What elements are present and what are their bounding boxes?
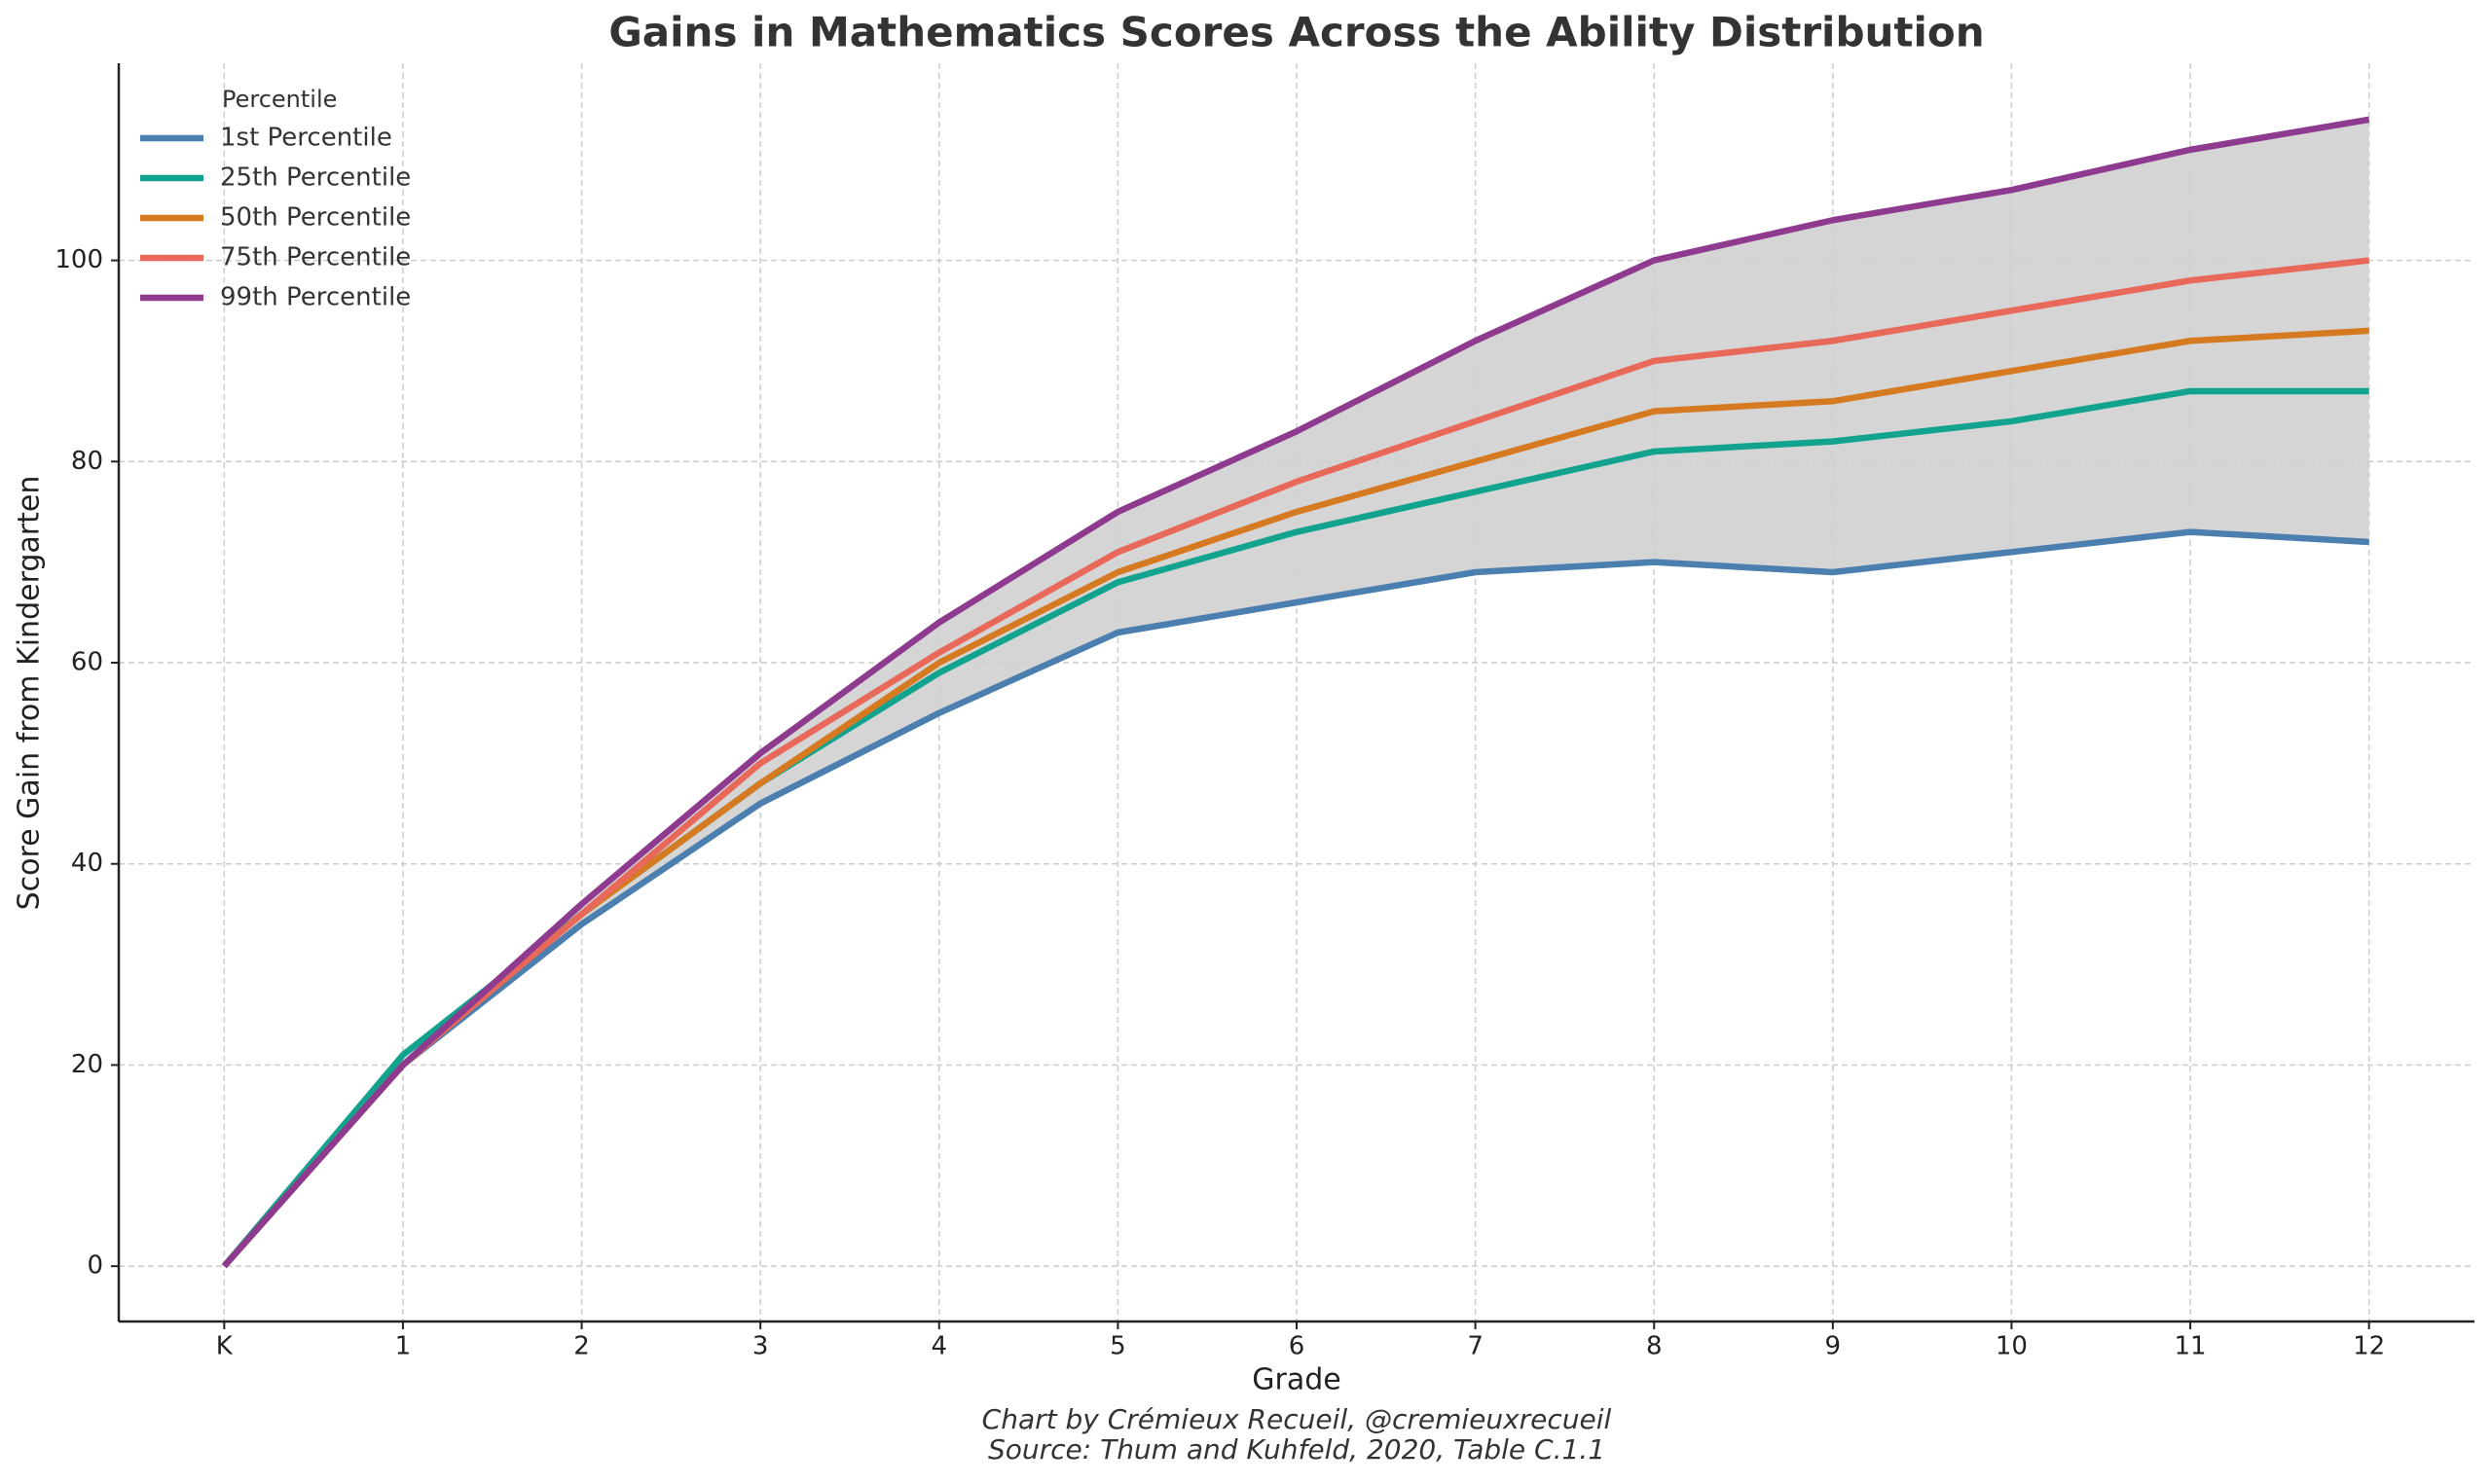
range-band (224, 119, 2369, 1267)
x-tick-label: 3 (752, 1332, 769, 1361)
legend-label: 25th Percentile (220, 163, 411, 193)
x-tick-label: 1 (395, 1332, 412, 1361)
x-tick-label: 5 (1110, 1332, 1126, 1361)
legend-label: 1st Percentile (220, 124, 392, 153)
x-tick-label: 12 (2353, 1332, 2385, 1361)
y-tick-label: 60 (71, 648, 103, 677)
y-tick-label: 40 (71, 849, 103, 878)
legend-label: 99th Percentile (220, 283, 411, 312)
x-tick-label: 2 (573, 1332, 590, 1361)
caption: Source: Thum and Kuhfeld, 2020, Table C.… (988, 1433, 1605, 1466)
y-tick-label: 80 (71, 447, 103, 476)
legend-label: 50th Percentile (220, 203, 411, 233)
x-tick-label: 10 (1996, 1332, 2028, 1361)
y-tick-label: 0 (87, 1251, 103, 1281)
series-line (221, 257, 2370, 1269)
legend-title: Percentile (222, 86, 337, 113)
legend-label: 75th Percentile (220, 243, 411, 272)
chart-title: Gains in Mathematics Scores Across the A… (608, 9, 1984, 56)
series-line (221, 116, 2370, 1269)
caption: Chart by Crémieux Recueil, @cremieuxrecu… (982, 1403, 1612, 1435)
x-tick-label: 8 (1646, 1332, 1663, 1361)
x-tick-label: 7 (1467, 1332, 1484, 1361)
x-tick-label: 11 (2175, 1332, 2207, 1361)
x-tick-label: 4 (932, 1332, 948, 1361)
x-tick-label: 9 (1825, 1332, 1842, 1361)
y-tick-label: 100 (55, 245, 103, 274)
series-line (221, 528, 2369, 1269)
y-tick-label: 20 (71, 1050, 103, 1079)
y-axis-label: Score Gain from Kindergarten (13, 476, 47, 911)
x-tick-label: K (216, 1332, 234, 1361)
x-axis-label: Grade (1252, 1363, 1340, 1397)
x-tick-label: 6 (1289, 1332, 1305, 1361)
